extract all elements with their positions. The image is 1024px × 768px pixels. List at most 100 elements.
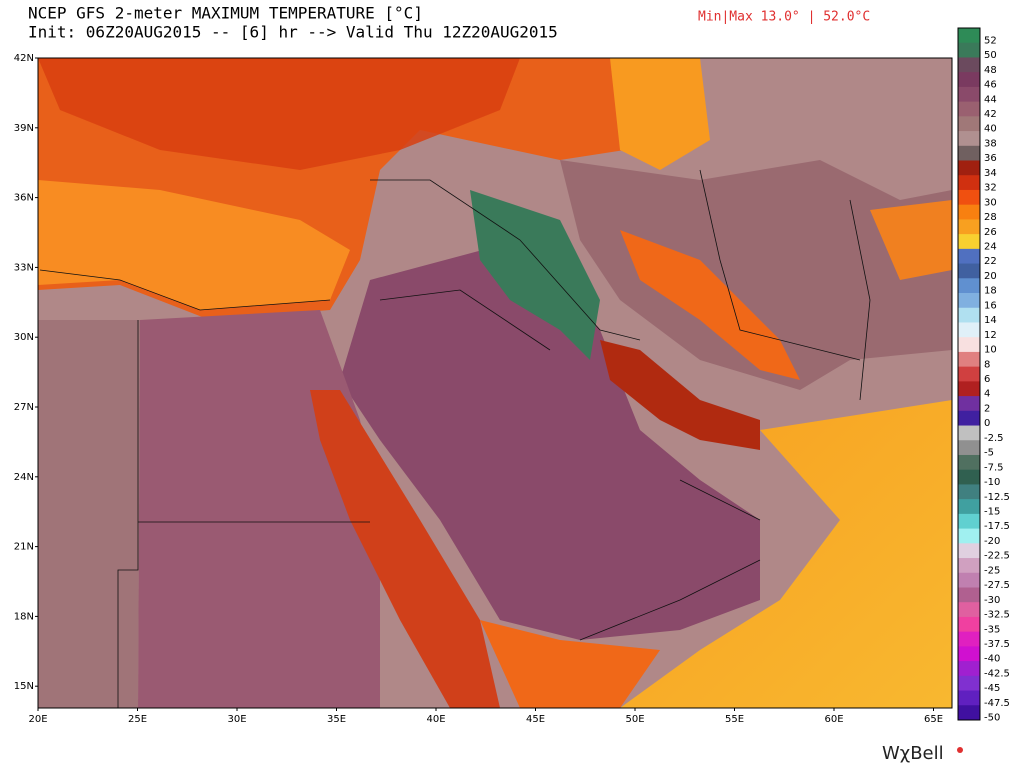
colorbar-label: -7.5 — [984, 462, 1004, 473]
colorbar-segment — [958, 293, 980, 309]
colorbar-label: 4 — [984, 389, 990, 400]
colorbar-segment — [958, 499, 980, 515]
colorbar-label: 8 — [984, 359, 990, 370]
lon-label: 30E — [227, 714, 246, 725]
colorbar-segment — [958, 219, 980, 235]
colorbar-label: -50 — [984, 713, 1000, 724]
colorbar-label: 50 — [984, 50, 997, 61]
colorbar-label: -25 — [984, 565, 1000, 576]
lat-label: 21N — [14, 542, 34, 553]
lon-label: 35E — [327, 714, 346, 725]
colorbar-label: -10 — [984, 477, 1000, 488]
colorbar-segment — [958, 690, 980, 706]
colorbar-label: 18 — [984, 286, 997, 297]
map-axes: 42N 39N 36N 33N 30N 27N 24N 21N 18N 15N 20E 25E 30E 3… — [14, 53, 943, 725]
lon-label: 40E — [426, 714, 445, 725]
title: NCEP GFS 2-meter MAXIMUM TEMPERATURE [°C… — [28, 4, 423, 23]
colorbar-label: 34 — [984, 168, 997, 179]
colorbar-label: -30 — [984, 595, 1000, 606]
logo-dot — [957, 747, 963, 753]
colorbar-label: -45 — [984, 683, 1000, 694]
colorbar-segment — [958, 572, 980, 588]
colorbar-label: 48 — [984, 65, 997, 76]
colorbar-segment — [958, 528, 980, 544]
colorbar-label: 16 — [984, 300, 997, 311]
colorbar-label: 36 — [984, 153, 997, 164]
colorbar-label: -27.5 — [984, 580, 1010, 591]
colorbar-segment — [958, 160, 980, 176]
colorbar-segment — [958, 587, 980, 603]
colorbar-label: 52 — [984, 35, 997, 46]
colorbar-label: 42 — [984, 109, 997, 120]
colorbar-segment — [958, 307, 980, 323]
lon-label: 25E — [128, 714, 147, 725]
colorbar-segment — [958, 248, 980, 265]
colorbar-segment — [958, 322, 980, 338]
colorbar-segment — [958, 513, 980, 530]
colorbar-frame — [957, 27, 981, 721]
colorbar: 5250484644424038363432302826242220181614… — [957, 27, 1010, 724]
lat-label: 15N — [14, 681, 34, 692]
colorbar-segment — [958, 484, 980, 500]
map — [37, 57, 953, 709]
colorbar-label: -22.5 — [984, 551, 1010, 562]
lat-label: 30N — [14, 332, 34, 343]
colorbar-label: -2.5 — [984, 433, 1004, 444]
colorbar-label: 20 — [984, 271, 997, 282]
lat-label: 39N — [14, 123, 34, 134]
colorbar-label: -20 — [984, 536, 1000, 547]
lat-label: 27N — [14, 402, 34, 413]
colorbar-label: 24 — [984, 241, 997, 252]
colorbar-label: 38 — [984, 138, 997, 149]
colorbar-segment — [958, 646, 980, 662]
colorbar-label: 32 — [984, 183, 997, 194]
colorbar-label: 46 — [984, 80, 997, 91]
colorbar-label: -32.5 — [984, 610, 1010, 621]
colorbar-label: 12 — [984, 330, 997, 341]
colorbar-segment — [958, 278, 980, 294]
colorbar-segment — [958, 189, 980, 206]
colorbar-segment — [958, 204, 980, 220]
colorbar-segment — [958, 145, 980, 162]
colorbar-segment — [958, 396, 980, 412]
colorbar-label: 28 — [984, 212, 997, 223]
colorbar-label: -37.5 — [984, 639, 1010, 650]
colorbar-label: -47.5 — [984, 698, 1010, 709]
colorbar-label: 22 — [984, 256, 997, 267]
lat-label: 36N — [14, 193, 34, 204]
colorbar-segment — [958, 616, 980, 633]
colorbar-label: -12.5 — [984, 492, 1010, 503]
colorbar-label: 6 — [984, 374, 990, 385]
colorbar-label: 0 — [984, 418, 990, 429]
colorbar-segment — [958, 366, 980, 382]
colorbar-segment — [958, 440, 980, 456]
colorbar-segment — [958, 381, 980, 397]
colorbar-label: 2 — [984, 403, 990, 414]
colorbar-segment — [958, 454, 980, 471]
lon-label: 20E — [28, 714, 47, 725]
colorbar-label: -15 — [984, 507, 1000, 518]
lat-label: 42N — [14, 53, 34, 64]
colorbar-segment — [958, 234, 980, 250]
colorbar-segment — [958, 101, 980, 117]
colorbar-label: 40 — [984, 124, 997, 135]
lon-label: 60E — [824, 714, 843, 725]
colorbar-label: 44 — [984, 94, 997, 105]
colorbar-segment — [958, 558, 980, 574]
colorbar-segment — [958, 28, 980, 44]
lon-label: 45E — [526, 714, 545, 725]
colorbar-segment — [958, 351, 980, 368]
colorbar-segment — [958, 116, 980, 132]
colorbar-segment — [958, 72, 980, 88]
colorbar-segment — [958, 543, 980, 559]
colorbar-segment — [958, 661, 980, 677]
colorbar-label: 14 — [984, 315, 997, 326]
lon-label: 55E — [725, 714, 744, 725]
lon-label: 50E — [625, 714, 644, 725]
min-max: Min|Max 13.0° | 52.0°C — [698, 10, 870, 25]
colorbar-label: 30 — [984, 197, 997, 208]
subtitle: Init: 06Z20AUG2015 -- [6] hr --> Valid T… — [28, 23, 558, 42]
colorbar-label: -35 — [984, 624, 1000, 635]
colorbar-label: -42.5 — [984, 668, 1010, 679]
